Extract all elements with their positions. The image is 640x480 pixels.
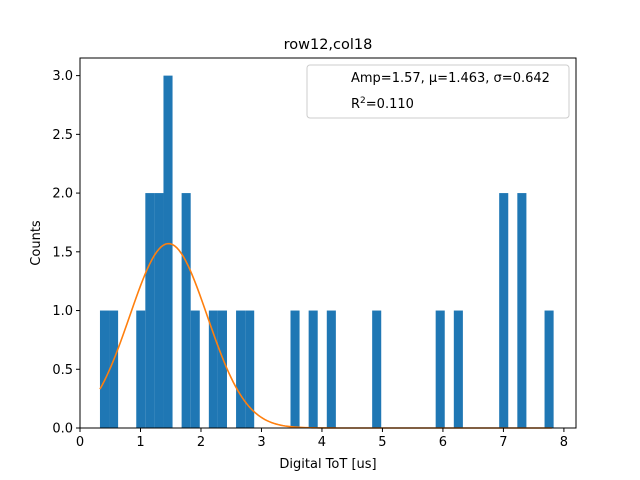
legend-r2-prefix: R: [351, 97, 360, 112]
y-tick-label: 0.5: [52, 363, 73, 378]
legend-r-squared: R2=0.110: [351, 96, 414, 112]
y-tick-label: 1.0: [52, 304, 73, 319]
histogram-bar: [245, 310, 255, 428]
x-tick-label: 1: [136, 435, 144, 450]
legend-r2-value: =0.110: [366, 97, 414, 112]
y-tick-label: 1.5: [52, 245, 73, 260]
chart-title: row12,col18: [284, 37, 373, 53]
histogram-bar: [208, 310, 218, 428]
y-axis-label: Counts: [29, 220, 44, 266]
x-axis-ticks: 0 1 2 3 4 5 6 7 8: [76, 428, 568, 450]
histogram-bar: [154, 193, 164, 428]
x-tick-label: 5: [378, 435, 386, 450]
histogram-bar: [145, 193, 155, 428]
y-tick-label: 3.0: [52, 69, 73, 84]
histogram-bar: [190, 310, 200, 428]
histogram-bar: [517, 193, 527, 428]
histogram-bar: [217, 310, 227, 428]
legend: Amp=1.57, μ=1.463, σ=0.642 R2=0.110: [306, 64, 570, 119]
histogram-bar: [136, 310, 146, 428]
y-axis-ticks: 0.0 0.5 1.0 1.5 2.0 2.5 3.0: [52, 69, 80, 437]
histogram-bar: [236, 310, 246, 428]
histogram-bar: [99, 310, 110, 428]
legend-box: [306, 64, 570, 119]
histogram-bars: [99, 75, 554, 428]
histogram-bar: [181, 193, 191, 428]
histogram-bar: [435, 310, 445, 428]
x-tick-label: 2: [197, 435, 205, 450]
histogram-bar: [499, 193, 509, 428]
x-tick-label: 7: [499, 435, 507, 450]
y-tick-label: 2.0: [52, 187, 73, 202]
legend-fit-params: Amp=1.57, μ=1.463, σ=0.642: [351, 71, 550, 86]
histogram-bar: [163, 75, 173, 428]
x-axis-label: Digital ToT [us]: [279, 457, 376, 472]
histogram-bar: [109, 310, 119, 428]
x-tick-label: 8: [560, 435, 568, 450]
x-tick-label: 0: [76, 435, 84, 450]
legend-r2-superscript: 2: [360, 96, 366, 106]
x-tick-label: 3: [257, 435, 265, 450]
histogram-bar: [326, 310, 336, 428]
x-tick-label: 4: [318, 435, 326, 450]
plot-frame: [79, 57, 577, 429]
histogram-bar: [372, 310, 382, 428]
histogram-bar: [453, 310, 463, 428]
y-tick-label: 2.5: [52, 128, 73, 143]
histogram-bar: [290, 310, 300, 428]
x-tick-label: 6: [439, 435, 447, 450]
histogram-bar: [544, 310, 554, 428]
histogram-bar: [308, 310, 318, 428]
y-tick-label: 0.0: [52, 422, 73, 437]
